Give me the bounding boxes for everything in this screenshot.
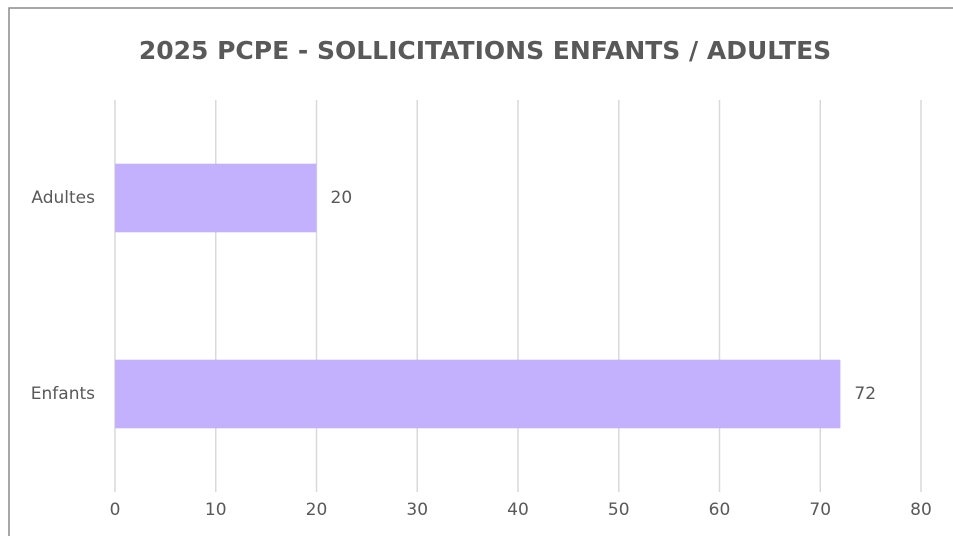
bar [115,163,317,233]
chart-title: 2025 PCPE - SOLLICITATIONS ENFANTS / ADU… [139,36,831,65]
x-tick-label: 40 [507,500,529,520]
x-tick-label: 80 [910,500,932,520]
chart-border [8,7,953,536]
x-tick-label: 10 [205,500,227,520]
data-label: 20 [331,188,353,208]
x-tick-label: 50 [608,500,630,520]
x-tick-label: 60 [709,500,731,520]
y-tick-label: Adultes [31,188,95,208]
data-label: 72 [854,384,876,404]
x-tick-label: 0 [110,500,121,520]
x-tick-label: 70 [809,500,831,520]
y-tick-label: Enfants [31,384,95,404]
bar [115,359,841,429]
x-tick-label: 20 [306,500,328,520]
x-tick-label: 30 [406,500,428,520]
